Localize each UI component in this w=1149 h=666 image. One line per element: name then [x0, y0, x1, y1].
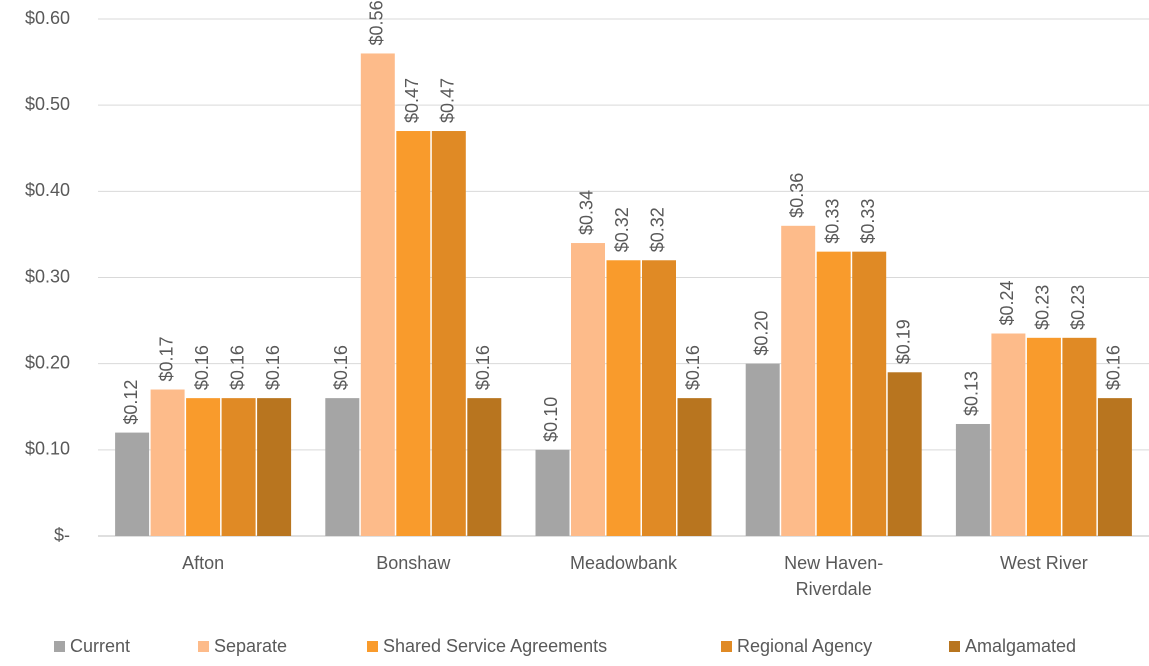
y-tick-label: $0.50 [25, 94, 70, 114]
y-tick-label: $0.40 [25, 180, 70, 200]
data-label: $0.36 [787, 173, 807, 218]
legend-swatch [721, 641, 732, 652]
bar [745, 363, 780, 536]
data-label: $0.47 [438, 78, 458, 123]
data-label: $0.24 [997, 280, 1017, 325]
data-label: $0.47 [402, 78, 422, 123]
bar [325, 398, 360, 536]
bar [642, 260, 676, 536]
legend-swatch [949, 641, 960, 652]
bar [852, 251, 887, 536]
y-tick-label: $0.30 [25, 266, 70, 286]
bar [431, 131, 466, 536]
y-tick-label: $0.60 [25, 8, 70, 28]
data-label: $0.32 [648, 207, 668, 252]
bar [221, 398, 256, 536]
legend-label: Regional Agency [737, 636, 872, 656]
bar [257, 398, 292, 536]
bar [150, 389, 185, 536]
legend-swatch [367, 641, 378, 652]
bar [606, 260, 641, 536]
data-label: $0.20 [751, 311, 771, 356]
data-label: $0.13 [962, 371, 982, 416]
y-tick-label: $0.20 [25, 352, 70, 372]
bar [571, 243, 605, 537]
legend-label: Separate [214, 636, 287, 656]
x-tick-label: New Haven-Riverdale [784, 553, 883, 599]
bar [186, 398, 221, 536]
bar [1026, 337, 1061, 536]
legend-swatch [198, 641, 209, 652]
bar [816, 251, 851, 536]
data-label: $0.10 [541, 397, 561, 442]
y-tick-label: $- [54, 525, 70, 545]
data-label: $0.16 [683, 345, 703, 390]
data-label: $0.16 [263, 345, 283, 390]
bar [955, 423, 990, 536]
x-tick-label: Meadowbank [570, 553, 678, 573]
bar [991, 333, 1026, 536]
data-label: $0.32 [612, 207, 632, 252]
data-label: $0.16 [227, 345, 247, 390]
y-tick-label: $0.10 [25, 439, 70, 459]
data-label: $0.19 [893, 319, 913, 364]
data-label: $0.16 [1104, 345, 1124, 390]
bar [887, 372, 922, 536]
data-label: $0.33 [822, 199, 842, 244]
bar [781, 225, 816, 537]
bar [467, 398, 502, 536]
data-label: $0.34 [577, 190, 597, 235]
x-tick-label: Afton [182, 553, 224, 573]
data-label: $0.17 [156, 336, 176, 381]
legend-label: Amalgamated [965, 636, 1076, 656]
data-label: $0.16 [473, 345, 493, 390]
legend-label: Current [70, 636, 130, 656]
bar [535, 449, 570, 536]
data-label: $0.23 [1033, 285, 1053, 330]
bar [396, 131, 431, 536]
data-label: $0.33 [858, 199, 878, 244]
data-label: $0.23 [1068, 285, 1088, 330]
data-label: $0.56 [367, 0, 387, 45]
legend-label: Shared Service Agreements [383, 636, 607, 656]
x-tick-label: Bonshaw [376, 553, 451, 573]
legend-swatch [54, 641, 65, 652]
data-label: $0.12 [121, 380, 141, 425]
x-tick-label: West River [1000, 553, 1088, 573]
data-label: $0.16 [192, 345, 212, 390]
bar [1097, 398, 1132, 536]
bar [677, 398, 712, 536]
bar [360, 53, 395, 536]
data-label: $0.16 [331, 345, 351, 390]
bar [1062, 337, 1097, 536]
bar [115, 432, 150, 536]
